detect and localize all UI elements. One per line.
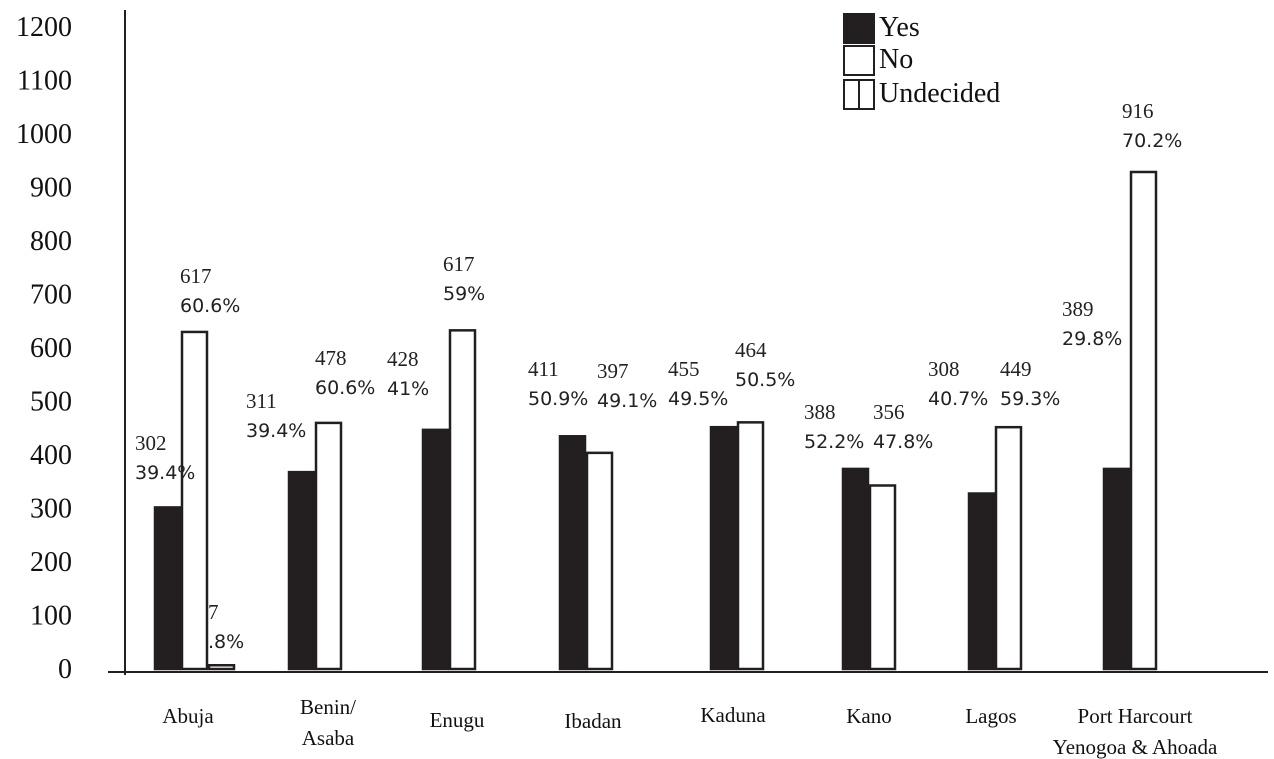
- data-label-count: 411: [528, 357, 559, 381]
- data-label-percent: 50.5%: [735, 369, 795, 391]
- data-label-count: 397: [597, 359, 629, 383]
- data-label-count: 311: [246, 389, 277, 413]
- y-tick-label: 600: [30, 333, 72, 364]
- legend-swatch-no: [843, 45, 875, 76]
- x-tick-label: Benin/: [300, 695, 356, 719]
- data-label-count: 478: [315, 346, 347, 370]
- data-label-percent: 59%: [443, 283, 485, 305]
- data-label-percent: 40.7%: [928, 388, 988, 410]
- data-label-percent: 52.2%: [804, 431, 864, 453]
- x-tick-label: Port Harcourt: [1078, 704, 1193, 728]
- data-label-count: 455: [668, 357, 700, 381]
- data-label-percent: 39.4%: [246, 420, 306, 442]
- bar-undecided: [207, 664, 236, 671]
- data-label-count: 302: [135, 431, 167, 455]
- bar-yes: [967, 492, 996, 671]
- data-label-percent: 60.6%: [180, 295, 240, 317]
- x-tick-label: Yenogoa & Ahoada: [1053, 735, 1218, 759]
- y-tick-label: 200: [30, 547, 72, 578]
- x-tick-label: Kano: [846, 704, 892, 728]
- x-tick-label: Enugu: [430, 708, 485, 732]
- bar-yes: [287, 470, 316, 671]
- legend-label: Yes: [879, 12, 920, 43]
- data-label-count: 449: [1000, 357, 1032, 381]
- data-label-percent: 41%: [387, 378, 429, 400]
- bar-yes: [421, 428, 450, 671]
- data-label-percent: 59.3%: [1000, 388, 1060, 410]
- y-tick-label: 100: [30, 601, 72, 632]
- x-tick-label: Ibadan: [564, 709, 622, 733]
- data-label-percent: 50.9%: [528, 388, 588, 410]
- data-label-count: 617: [443, 252, 475, 276]
- data-label-count: 356: [873, 400, 905, 424]
- x-tick-label: Kaduna: [700, 703, 766, 727]
- data-label-percent: 60.6%: [315, 377, 375, 399]
- bar-no: [314, 421, 343, 671]
- data-labels: 302 39.4% 311 39.4% 428 41% 411 50.9% 455 49.5% 38…: [135, 99, 1182, 653]
- y-tick-label: 400: [30, 440, 72, 471]
- data-label-count: 617: [180, 264, 212, 288]
- y-tick-label: 1100: [17, 66, 72, 97]
- bar-no: [736, 421, 765, 671]
- data-label-percent: 49.1%: [597, 390, 657, 412]
- y-tick-label: 0: [58, 654, 72, 685]
- bar-yes: [841, 467, 870, 671]
- data-label-percent: 39.4%: [135, 462, 195, 484]
- data-label-percent: .8%: [208, 631, 244, 653]
- bar-yes: [153, 506, 182, 671]
- x-axis-categories: Abuja Benin/Asaba Enugu Ibadan Kaduna Kano Lag…: [162, 695, 1218, 759]
- y-tick-label: 700: [30, 280, 72, 311]
- x-tick-label: Asaba: [302, 726, 355, 750]
- legend-label: Undecided: [879, 78, 1000, 109]
- y-tick-label: 800: [30, 226, 72, 257]
- legend-label: No: [879, 44, 913, 75]
- legend-swatch-yes: [843, 13, 875, 44]
- data-label-count: 389: [1062, 297, 1094, 321]
- data-label-percent: 29.8%: [1062, 328, 1122, 350]
- data-label-count: 7: [208, 600, 219, 624]
- bar-no: [868, 484, 897, 671]
- y-tick-label: 900: [30, 173, 72, 204]
- y-tick-label: 500: [30, 387, 72, 418]
- data-label-count: 464: [735, 338, 767, 362]
- data-label-percent: 49.5%: [668, 388, 728, 410]
- y-tick-label: 1200: [16, 12, 72, 43]
- data-label-percent: 70.2%: [1122, 130, 1182, 152]
- bar-no: [1129, 170, 1158, 671]
- data-label-count: 308: [928, 357, 960, 381]
- bar-yes: [558, 435, 587, 671]
- bar-no: [585, 451, 614, 671]
- bar-yes: [1102, 467, 1131, 671]
- data-label-count: 428: [387, 347, 419, 371]
- bar-no: [448, 329, 477, 671]
- y-axis-ticks: 0 100 200 300 400 500 600 700 800 900 1000 1100 1200: [16, 12, 72, 685]
- y-tick-label: 1000: [16, 119, 72, 150]
- bar-yes: [709, 425, 738, 671]
- data-label-percent: 47.8%: [873, 431, 933, 453]
- bar-no: [994, 425, 1023, 671]
- x-tick-label: Abuja: [162, 704, 214, 728]
- y-tick-label: 300: [30, 494, 72, 525]
- data-label-count: 916: [1122, 99, 1154, 123]
- bar-groups: [153, 170, 1158, 671]
- data-label-count: 388: [804, 400, 836, 424]
- bar-no: [180, 330, 209, 671]
- x-tick-label: Lagos: [965, 704, 1016, 728]
